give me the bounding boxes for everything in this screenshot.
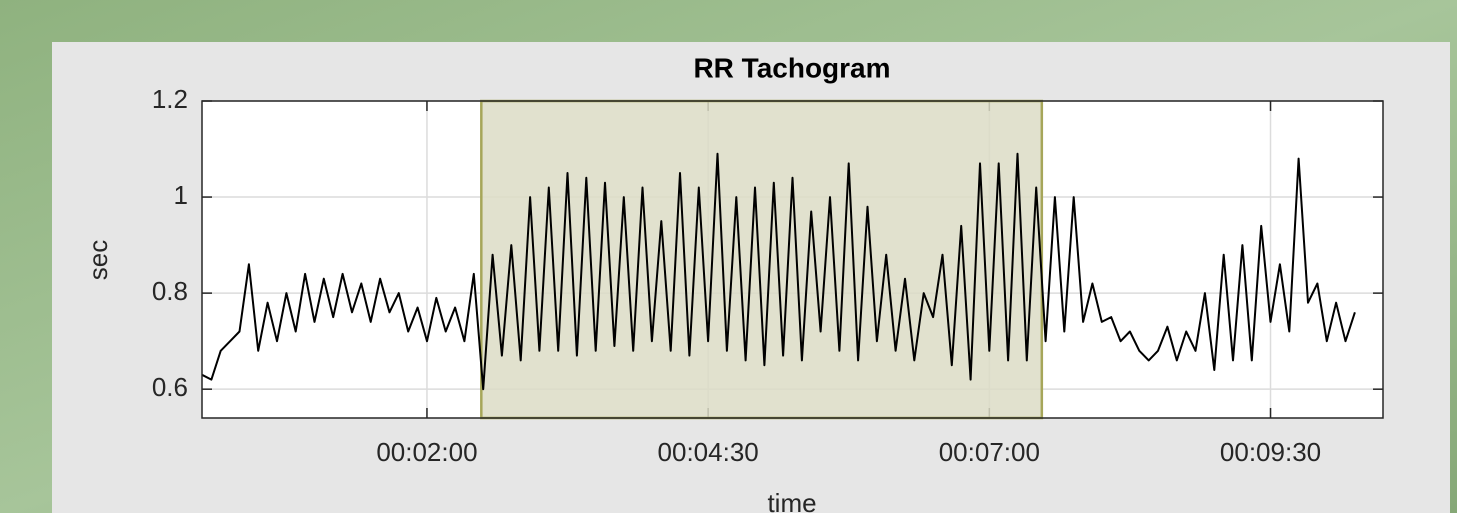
chart-title: RR Tachogram xyxy=(693,52,890,83)
rr-line xyxy=(201,152,1356,391)
axes-box xyxy=(201,100,1384,419)
x-tick-label: 00:09:30 xyxy=(1220,437,1321,467)
x-axis-label: time xyxy=(767,488,816,513)
y-tick-label: 1.2 xyxy=(152,84,188,114)
x-tick-label: 00:07:00 xyxy=(939,437,1040,467)
y-tick-label: 0.6 xyxy=(152,372,188,402)
y-axis-label: sec xyxy=(83,240,113,280)
x-tick-label: 00:04:30 xyxy=(658,437,759,467)
y-tick-label: 1 xyxy=(174,180,188,210)
y-tick-label: 0.8 xyxy=(152,276,188,306)
x-tick-label: 00:02:00 xyxy=(376,437,477,467)
highlight-region xyxy=(480,99,1044,420)
